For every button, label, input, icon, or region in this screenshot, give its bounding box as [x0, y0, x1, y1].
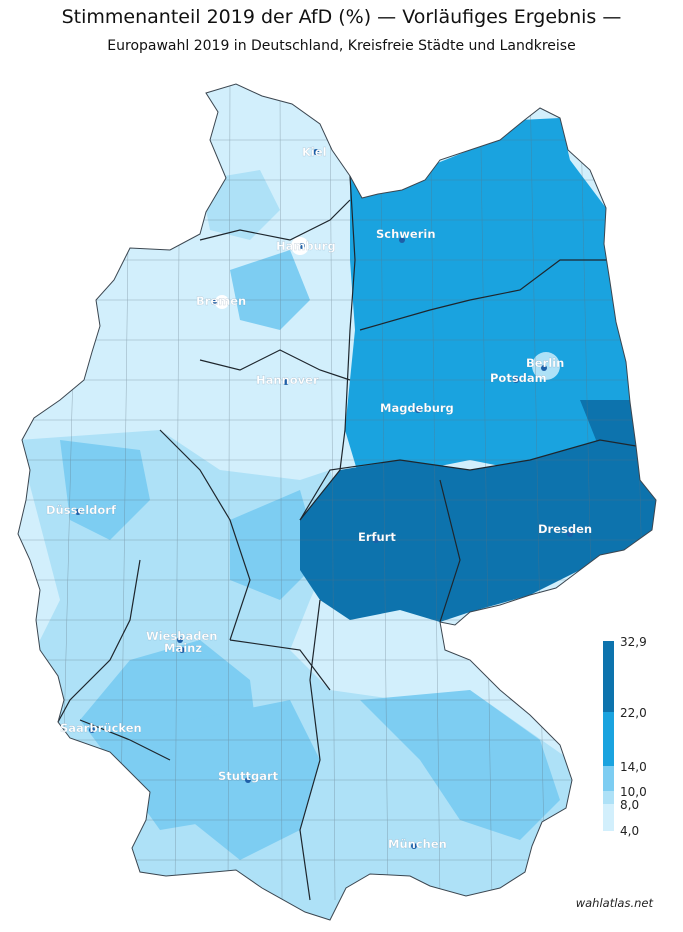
zone-hesse [230, 490, 320, 600]
magdeburg-marker [415, 407, 421, 413]
city-label-schwerin: Schwerin [376, 227, 436, 241]
saarbruecken-marker [89, 727, 95, 733]
zone-nrw-ruhr [60, 440, 150, 540]
mainz-marker [179, 647, 185, 653]
city-label-bremen: Bremen [196, 294, 246, 308]
erfurt-marker [373, 537, 379, 543]
zone-bavaria-east [360, 690, 560, 840]
legend-swatch-1 [603, 641, 614, 712]
schwerin-marker [399, 237, 405, 243]
zone-saxony-anhalt [400, 300, 480, 400]
wiesbaden-marker [177, 637, 183, 643]
legend-tick-2: 22,0 [620, 706, 647, 720]
city-label-potsdam: Potsdam [490, 371, 547, 385]
legend-swatch-3 [603, 766, 614, 791]
legend-swatch-4 [603, 791, 614, 804]
muenchen-marker [411, 843, 417, 849]
bremen-enclave [215, 295, 229, 309]
dresden-marker [567, 531, 573, 537]
city-label-dresden: Dresden [538, 522, 592, 536]
city-labels: Kiel Hamburg Schwerin Bremen Berlin Pots… [46, 145, 592, 851]
city-label-kiel: Kiel [302, 145, 327, 159]
city-label-mainz: Mainz [164, 641, 202, 655]
map-title: Stimmenanteil 2019 der AfD (%) — Vorläuf… [61, 6, 622, 28]
bremen-marker [211, 299, 217, 305]
hamburg-marker [299, 243, 305, 249]
zone-east-south [300, 440, 656, 622]
zone-lower-saxony [230, 250, 310, 330]
map-subtitle: Europawahl 2019 in Deutschland, Kreisfre… [107, 38, 576, 54]
city-label-hamburg: Hamburg [276, 239, 336, 253]
potsdam-marker [513, 377, 519, 383]
hannover-marker [283, 379, 289, 385]
credit-text: wahlatlas.net [575, 896, 653, 910]
berlin-marker [541, 365, 547, 371]
city-label-duesseldorf: Düsseldorf [46, 503, 117, 517]
city-label-erfurt: Erfurt [358, 530, 396, 544]
zone-lausitz [580, 400, 636, 450]
legend-swatch-5 [603, 804, 614, 831]
city-label-berlin: Berlin [526, 356, 564, 370]
city-label-wiesbaden: Wiesbaden [146, 629, 217, 643]
legend-tick-1: 32,9 [620, 635, 647, 649]
duesseldorf-marker [75, 509, 81, 515]
legend-swatch-2 [603, 712, 614, 766]
kiel-marker [313, 149, 319, 155]
city-label-magdeburg: Magdeburg [380, 401, 454, 415]
legend-tick-4: 10,0 [620, 785, 647, 799]
stuttgart-marker [245, 777, 251, 783]
legend-tick-3: 14,0 [620, 760, 647, 774]
legend-tick-6: 4,0 [620, 824, 639, 838]
city-label-hannover: Hannover [256, 373, 319, 387]
legend-tick-5: 8,0 [620, 798, 639, 812]
city-label-stuttgart: Stuttgart [218, 769, 279, 783]
state-borders [57, 175, 637, 901]
city-label-saarbruecken: Saarbrücken [60, 721, 142, 735]
legend: 32,9 22,0 14,0 10,0 8,0 4,0 [603, 635, 647, 838]
city-label-muenchen: München [388, 837, 447, 851]
